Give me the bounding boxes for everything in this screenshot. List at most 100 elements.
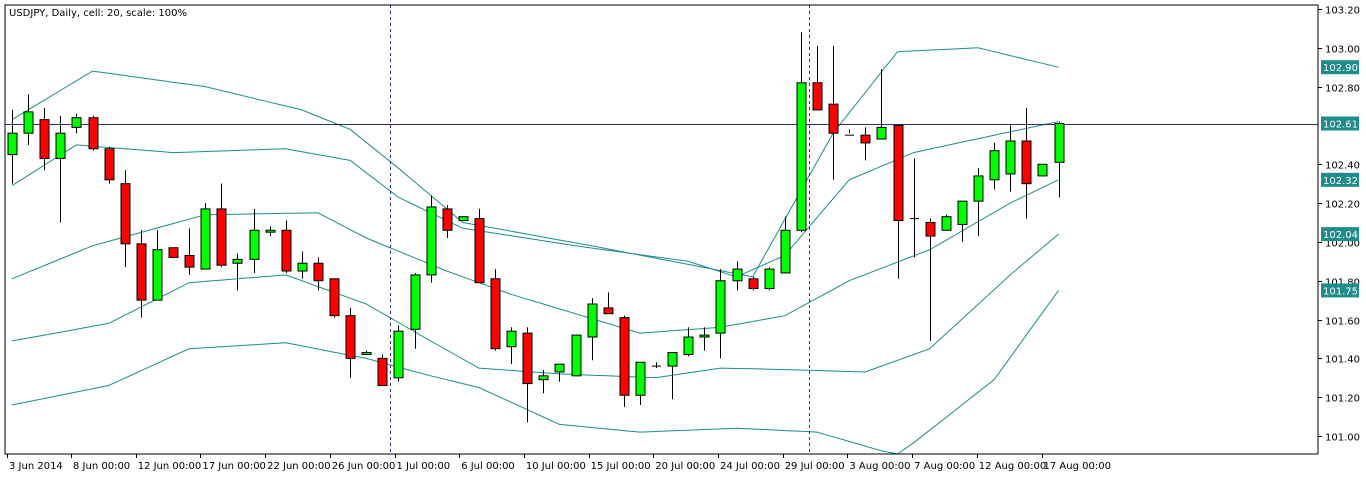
candle-body-bullish: [1037, 163, 1048, 177]
x-tick-label: 17 Jun 00:00: [202, 461, 266, 472]
candle-body-bullish: [667, 352, 678, 367]
candle: [522, 327, 533, 423]
candle: [812, 45, 823, 111]
price-badges[interactable]: 102.90 102.61 102.32 102.04 101.75: [1321, 60, 1359, 298]
candle: [652, 362, 661, 369]
candle-body-bullish: [7, 132, 18, 156]
candle: [216, 183, 227, 268]
candle-body-bearish: [120, 183, 131, 245]
candle: [538, 370, 549, 394]
candle-body-bullish: [780, 229, 791, 274]
candle: [828, 45, 839, 180]
bands-layer: [11, 47, 1059, 455]
candle: [941, 214, 952, 231]
candle: [281, 220, 292, 273]
candle: [474, 208, 485, 284]
candle-body-bullish: [764, 268, 775, 289]
candle: [168, 247, 179, 258]
candle-body-bullish: [1005, 140, 1016, 175]
candle-body-bearish: [828, 103, 839, 134]
candle: [1005, 125, 1016, 192]
candle: [361, 350, 372, 355]
candle: [232, 253, 243, 291]
candle: [1054, 121, 1065, 198]
period-separators: [390, 5, 810, 454]
candle-body-bullish: [1054, 123, 1065, 163]
price-badge-label: 102.90: [1323, 63, 1358, 74]
candle-body-bullish: [587, 303, 598, 338]
price-badge[interactable]: 102.32: [1321, 172, 1359, 187]
price-badge[interactable]: 102.61: [1321, 116, 1359, 131]
plot-frame: [4, 4, 1319, 455]
candle-body-bullish: [973, 175, 984, 202]
candle: [764, 267, 775, 291]
candle-body-bullish: [732, 268, 743, 282]
candle-body-bullish: [361, 352, 372, 355]
candle-body-bearish: [184, 254, 195, 268]
candle: [893, 124, 904, 279]
price-badge-label: 102.04: [1323, 230, 1358, 241]
y-tick-label: 101.40: [1325, 355, 1360, 366]
candle: [136, 230, 147, 318]
y-tick-label: 102.20: [1325, 200, 1360, 211]
axes-layer: 103.20 103.00 102.80 102.40 102.20 102.00 101.…: [7, 6, 1360, 472]
candle: [587, 298, 598, 361]
candle-body-bullish: [23, 111, 34, 134]
candle: [635, 361, 646, 405]
x-tick-label: 12 Jun 00:00: [138, 461, 202, 472]
candle: [200, 203, 211, 270]
candle-body-bearish: [860, 134, 871, 144]
candle: [1021, 107, 1032, 219]
band-upper-outer: [11, 47, 1059, 278]
x-tick-label: 7 Aug 00:00: [914, 461, 975, 472]
x-tick-label: 22 Jun 00:00: [267, 461, 331, 472]
x-tick-label: 15 Jul 00:00: [591, 461, 651, 472]
candle: [571, 334, 582, 377]
candle: [329, 278, 340, 318]
candle: [683, 327, 694, 357]
x-tick-label: 26 Jun 00:00: [332, 461, 396, 472]
candle: [910, 158, 919, 258]
candle: [7, 109, 18, 184]
candle: [88, 115, 99, 151]
x-tick-label: 3 Jun 2014: [9, 461, 63, 472]
x-tick-label: 24 Jul 00:00: [720, 461, 780, 472]
x-tick-label: 20 Jul 00:00: [655, 461, 715, 472]
band-middle: [11, 179, 1059, 334]
candle-body-bullish: [683, 336, 694, 355]
price-badge-bg: [1321, 283, 1359, 298]
candle-body-bearish: [104, 148, 115, 181]
candle: [1037, 163, 1048, 177]
price-badge[interactable]: 101.75: [1321, 283, 1359, 298]
price-badge-bg: [1321, 60, 1359, 75]
candle: [619, 315, 630, 407]
candle-body-bullish: [426, 206, 437, 276]
candle-body-bearish: [619, 317, 630, 396]
x-tick-label: 12 Aug 00:00: [979, 461, 1046, 472]
candle: [426, 195, 437, 283]
price-badge[interactable]: 102.04: [1321, 227, 1359, 242]
candle-body-bearish: [313, 262, 324, 282]
price-badge-bg: [1321, 116, 1359, 131]
candle: [603, 292, 614, 315]
candle-body-bearish: [1021, 140, 1032, 185]
price-badge-label: 102.61: [1323, 120, 1358, 131]
candle: [265, 226, 276, 237]
x-tick-label: 1 Jul 00:00: [397, 461, 451, 472]
candle-body-bullish: [715, 280, 726, 334]
candle: [490, 269, 501, 351]
candle-body-bullish: [538, 375, 549, 381]
price-badge[interactable]: 102.90: [1321, 60, 1359, 75]
candle: [860, 127, 871, 161]
x-tick-label: 3 Aug 00:00: [849, 461, 910, 472]
x-tick-label: 6 Jul 00:00: [461, 461, 515, 472]
candle: [732, 261, 743, 291]
chart-title: USDJPY, Daily, cell: 20, scale: 100%: [9, 8, 187, 19]
candle: [796, 32, 807, 233]
candle-body-bullish: [200, 208, 211, 270]
candle-body-bullish: [699, 334, 710, 338]
x-tick-label: 10 Jul 00:00: [526, 461, 586, 472]
candle-body-bearish: [603, 307, 614, 315]
candle-body-bullish: [635, 361, 646, 396]
